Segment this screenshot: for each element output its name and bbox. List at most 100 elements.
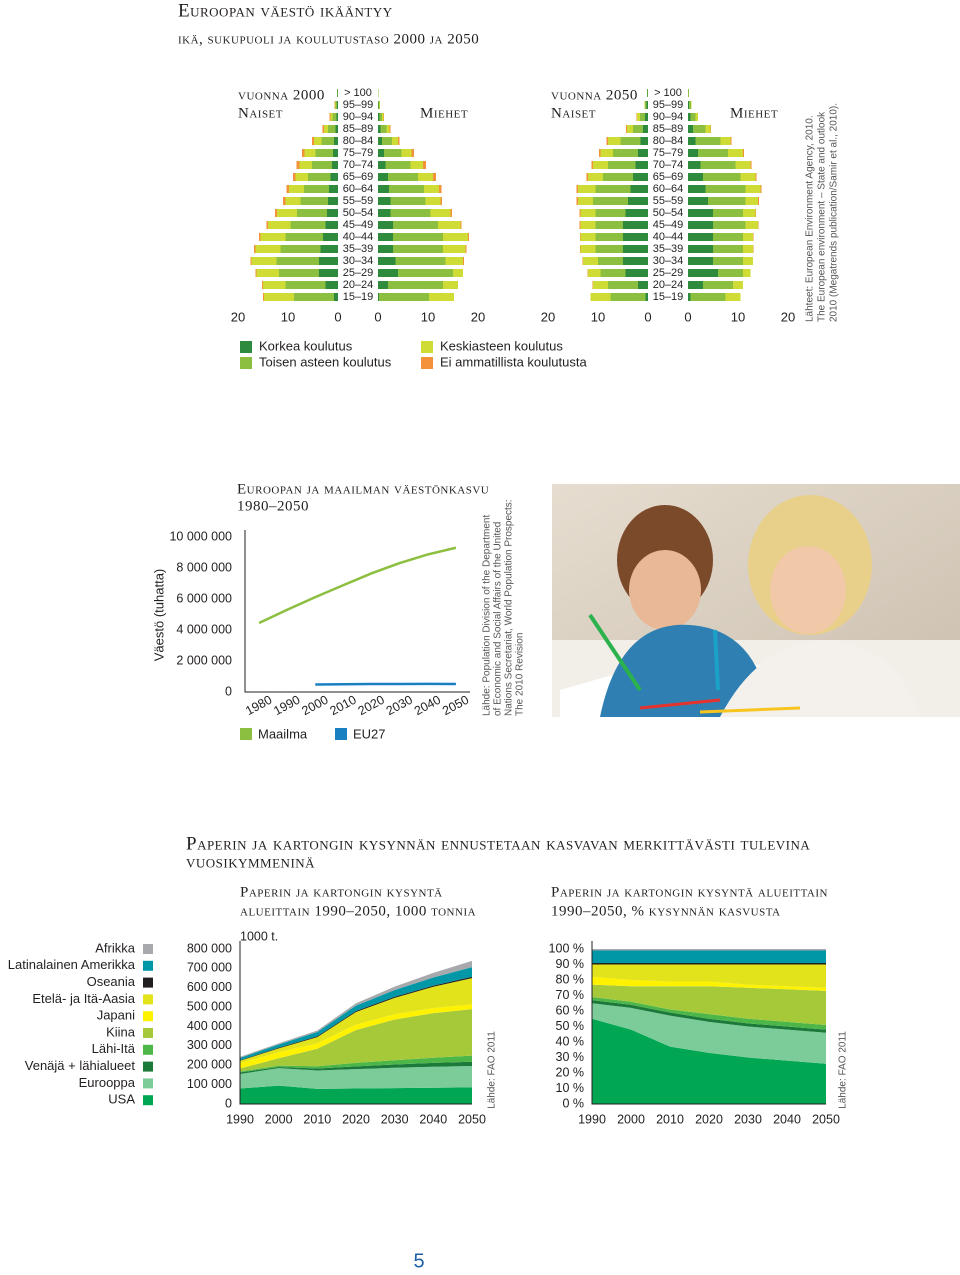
- bar-segment: [718, 269, 743, 277]
- bar-segment: [638, 149, 648, 157]
- bar-segment: [262, 281, 263, 289]
- x-tick-label: 2040: [773, 1112, 801, 1126]
- x-tick-label: 20: [471, 309, 485, 324]
- age-label: 40–44: [653, 231, 684, 243]
- bar-segment: [730, 137, 732, 145]
- bar-segment: [753, 245, 754, 253]
- bar-segment: [334, 101, 335, 109]
- area-series: [240, 1085, 472, 1104]
- y-tick-label: 4 000 000: [176, 622, 232, 636]
- y-tick-label: 90 %: [556, 957, 585, 971]
- bar-segment: [688, 257, 713, 265]
- source-note: Lähde: FAO 2011: [838, 1031, 849, 1109]
- y-tick-label: 0: [225, 1096, 232, 1110]
- bar-segment: [689, 101, 691, 109]
- bar-segment: [378, 269, 398, 277]
- legend-label: Venäjä + lähialueet: [25, 1058, 136, 1073]
- bar-segment: [393, 221, 438, 229]
- bar-segment: [645, 101, 647, 109]
- bar-segment: [705, 125, 711, 133]
- legend-label: USA: [108, 1092, 135, 1107]
- bar-segment: [610, 293, 646, 301]
- bar-segment: [580, 233, 596, 241]
- bar-segment: [713, 221, 746, 229]
- bar-segment: [378, 173, 388, 181]
- legend-label: EU27: [353, 726, 386, 741]
- bar-segment: [688, 209, 713, 217]
- bar-segment: [758, 221, 759, 229]
- bar-segment: [378, 89, 379, 97]
- bar-segment: [425, 197, 441, 205]
- bar-segment: [424, 185, 439, 193]
- bar-segment: [576, 185, 578, 193]
- legend-label: Kiina: [106, 1024, 136, 1039]
- bar-segment: [250, 257, 252, 265]
- x-tick-label: 10: [591, 309, 605, 324]
- left-label: Naiset: [238, 105, 283, 121]
- photo-boy-shirt: [600, 624, 770, 717]
- bar-segment: [337, 89, 338, 97]
- age-label: 25–29: [343, 267, 374, 279]
- bar-segment: [255, 245, 281, 253]
- bar-segment: [286, 185, 289, 193]
- pyramid-title: vuonna 2000: [238, 87, 325, 103]
- bar-segment: [608, 161, 636, 169]
- bar-segment: [390, 209, 431, 217]
- x-tick-label: 2000: [299, 693, 330, 718]
- bar-segment: [410, 161, 423, 169]
- bar-segment: [595, 209, 626, 217]
- bar-segment: [588, 173, 603, 181]
- y-tick-label: 10 %: [556, 1081, 585, 1095]
- area-series: [240, 967, 472, 1061]
- age-label: 45–49: [343, 219, 374, 231]
- area-series: [592, 950, 826, 963]
- x-tick-label: 0: [684, 309, 691, 324]
- bar-segment: [623, 221, 648, 229]
- bar-segment: [378, 161, 386, 169]
- bar-segment: [613, 149, 638, 157]
- bar-segment: [603, 173, 633, 181]
- bar-segment: [395, 257, 446, 265]
- bar-segment: [255, 269, 257, 277]
- x-tick-label: 20: [231, 309, 245, 324]
- x-tick-label: 2010: [328, 693, 359, 718]
- x-tick-label: 2050: [458, 1112, 486, 1126]
- bar-segment: [637, 113, 640, 121]
- bar-segment: [688, 185, 706, 193]
- age-label: 55–59: [653, 195, 684, 207]
- legend-swatch: [143, 1044, 153, 1055]
- bar-segment: [720, 137, 731, 145]
- bar-segment: [628, 197, 648, 205]
- legend-swatch: [143, 944, 153, 954]
- bar-segment: [268, 221, 291, 229]
- legend-label: Afrikka: [95, 940, 136, 955]
- bar-segment: [595, 221, 623, 229]
- bar-segment: [418, 173, 433, 181]
- x-tick-label: 2030: [381, 1112, 409, 1126]
- bar-segment: [378, 197, 391, 205]
- age-label: 65–69: [653, 171, 684, 183]
- bar-segment: [285, 233, 323, 241]
- bar-segment: [378, 209, 391, 217]
- source-note: Lähteet: European Environment Agency, 20…: [805, 115, 816, 322]
- bar-segment: [380, 125, 387, 133]
- x-tick-label: 1990: [226, 1112, 254, 1126]
- bar-segment: [713, 257, 743, 265]
- age-label: 95–99: [653, 99, 684, 111]
- bar-segment: [378, 245, 393, 253]
- bar-segment: [645, 293, 648, 301]
- bar-segment: [285, 197, 301, 205]
- bar-segment: [593, 161, 608, 169]
- age-label: > 100: [344, 87, 372, 99]
- bar-segment: [393, 245, 443, 253]
- y-tick-label: 100 %: [549, 941, 584, 955]
- bar-segment: [382, 137, 392, 145]
- bar-segment: [433, 173, 436, 181]
- bar-segment: [595, 245, 623, 253]
- bar-segment: [263, 281, 286, 289]
- bar-segment: [620, 137, 641, 145]
- age-label: 85–89: [343, 123, 374, 135]
- age-label: 80–84: [343, 135, 374, 147]
- x-tick-label: 2050: [812, 1112, 840, 1126]
- y-tick-label: 20 %: [556, 1065, 585, 1079]
